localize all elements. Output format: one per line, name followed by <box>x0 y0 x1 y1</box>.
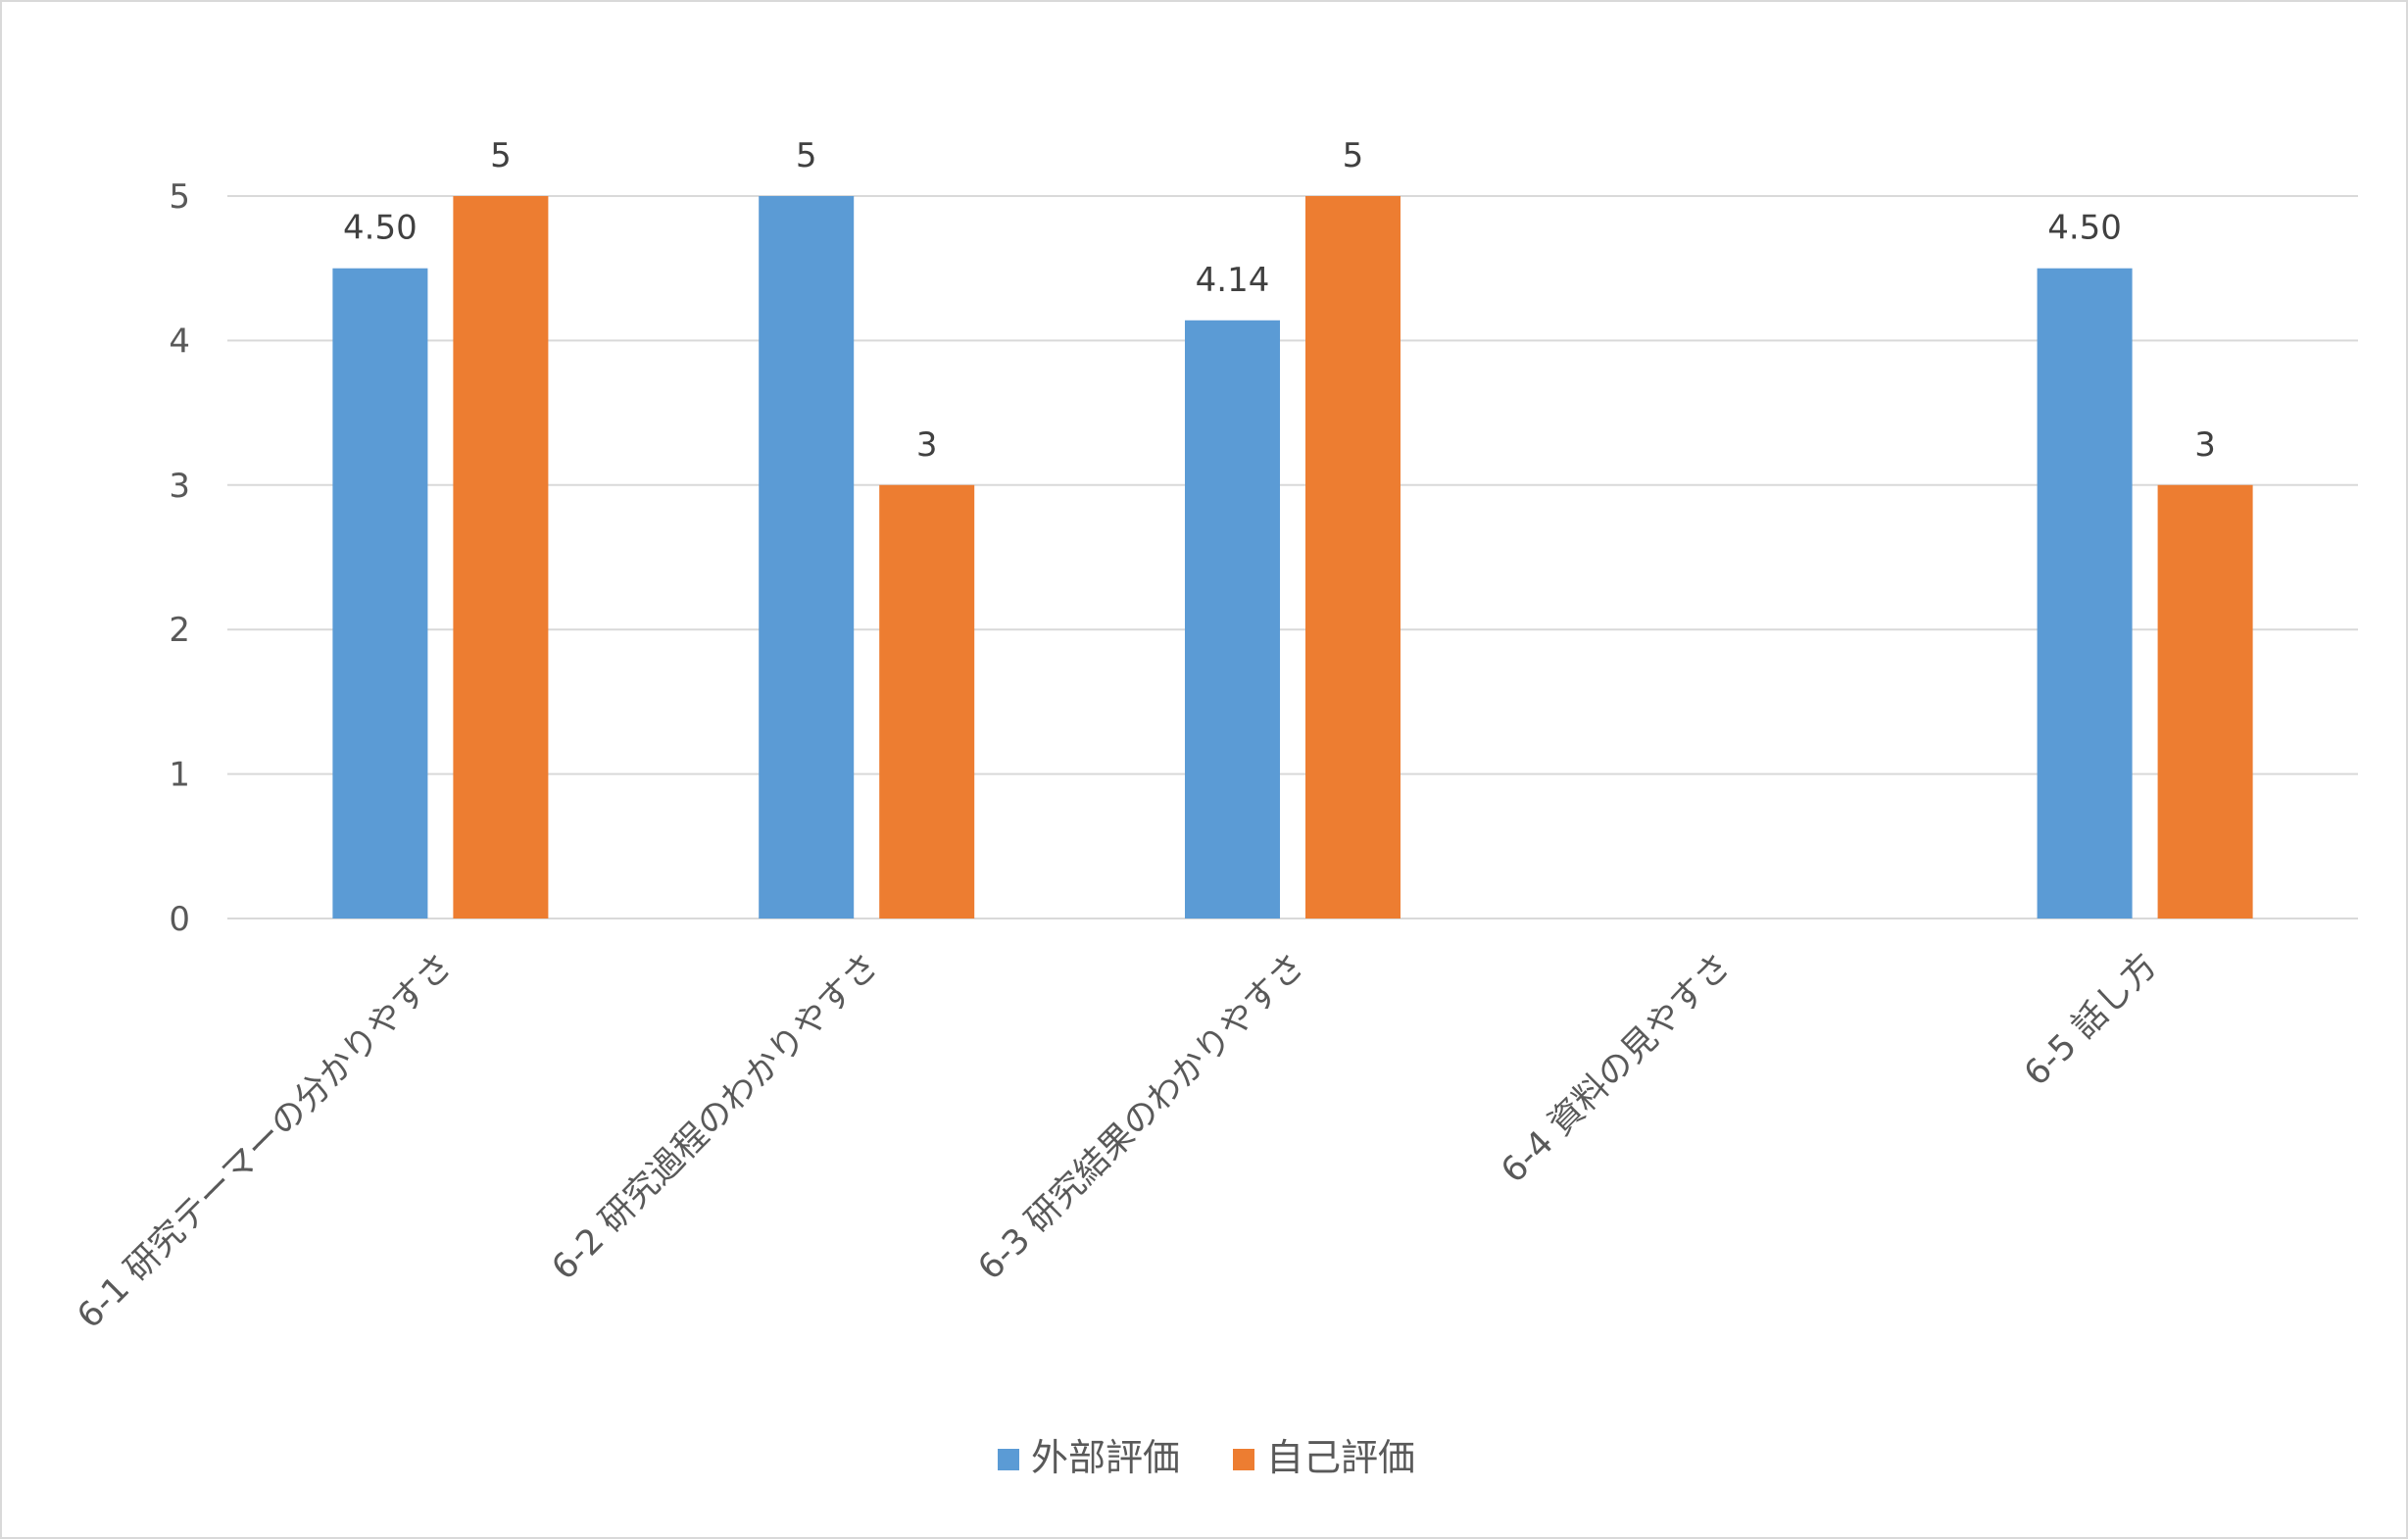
bar <box>759 196 855 918</box>
data-label: 3 <box>2194 425 2216 465</box>
bar <box>2037 268 2133 918</box>
bars <box>332 196 2253 918</box>
bar <box>879 484 975 918</box>
data-label: 4.50 <box>343 209 418 248</box>
bar <box>2157 484 2253 918</box>
legend-label: 外部評価 <box>1031 1436 1180 1479</box>
bar <box>453 196 549 918</box>
y-tick-label: 3 <box>169 467 190 506</box>
y-tick-label: 4 <box>169 322 190 361</box>
x-tick-label: 6-3 研究結果のわかりやすさ <box>971 946 1313 1288</box>
bar <box>332 268 428 918</box>
y-tick-label: 0 <box>169 900 190 939</box>
bar <box>1185 320 1280 918</box>
gridlines <box>227 195 2358 919</box>
data-label: 5 <box>490 136 512 175</box>
data-label: 4.14 <box>1196 261 1270 300</box>
x-tick-label: 6-2 研究過程のわかりやすさ <box>545 946 887 1288</box>
x-axis: 6-1 研究テーマーの分かりやすさ 6-2 研究過程のわかりやすさ 6-3 研究結果… <box>70 946 2165 1336</box>
legend-swatch <box>998 1449 1019 1470</box>
data-label: 5 <box>1343 136 1364 175</box>
y-tick-label: 2 <box>169 611 190 650</box>
y-axis: 0 1 2 3 4 5 <box>169 177 190 939</box>
data-label: 3 <box>916 425 938 465</box>
x-tick-label: 6-4 資料の見やすさ <box>1494 946 1739 1191</box>
data-label: 5 <box>796 136 817 175</box>
y-tick-label: 1 <box>169 756 190 795</box>
data-label: 4.50 <box>2047 209 2122 248</box>
bar <box>1305 196 1401 918</box>
legend-label: 自己評価 <box>1266 1436 1415 1479</box>
data-labels: 4.50 5 5 3 4.14 5 4.50 3 <box>343 136 2216 465</box>
x-tick-label: 6-1 研究テーマーの分かりやすさ <box>70 946 460 1336</box>
y-tick-label: 5 <box>169 177 190 217</box>
x-tick-label: 6-5 話し方 <box>2017 946 2165 1094</box>
legend: 外部評価 自己評価 <box>998 1436 1415 1479</box>
legend-swatch <box>1233 1449 1254 1470</box>
